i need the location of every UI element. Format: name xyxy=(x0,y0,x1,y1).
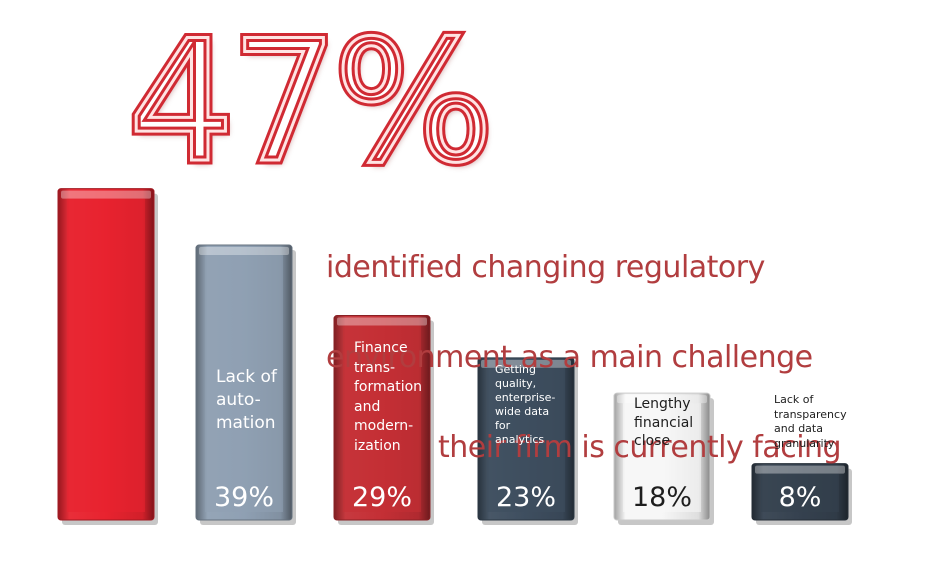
bar-value-data-quality: 23% xyxy=(495,482,556,513)
bar-label-finance-transformation: Finance trans- formation and modern- iza… xyxy=(354,340,423,454)
subtitle-line-1: identified changing regulatory xyxy=(326,250,765,285)
bar-value-financial-close: 18% xyxy=(631,482,692,513)
bar-bevel-automation xyxy=(199,247,289,256)
bar-label-financial-close: Lengthy financial close xyxy=(634,396,694,449)
bar-face-transparency xyxy=(761,473,839,512)
bar-bevel-regulatory xyxy=(61,190,151,199)
bar-face-automation xyxy=(205,255,283,513)
bar-bevel-data-quality xyxy=(481,359,571,368)
bar-face-financial-close xyxy=(623,403,701,512)
bar-bevel-finance-transformation xyxy=(337,317,427,326)
subtitle: identified changing regulatory environme… xyxy=(326,200,886,515)
bar-label-data-quality: Getting quality, enterprise- wide data f… xyxy=(495,363,556,446)
bar-bevel-financial-close xyxy=(617,395,707,404)
bar-face-finance-transformation xyxy=(343,325,421,512)
bar-value-finance-transformation: 29% xyxy=(351,482,412,513)
bar-label-transparency: Lack of transparency and data granularit… xyxy=(774,393,847,450)
bar-value-transparency: 8% xyxy=(778,482,822,513)
bar-face-data-quality xyxy=(487,367,565,512)
headline-percentage: 47% xyxy=(123,4,497,200)
bar-face-regulatory xyxy=(67,198,145,512)
bars-group xyxy=(57,188,852,526)
bar-bevel-transparency xyxy=(755,465,845,474)
subtitle-line-3: their firm is currently facing xyxy=(438,430,842,465)
bar-value-automation: 39% xyxy=(213,482,274,513)
bar-label-automation: Lack of auto- mation xyxy=(216,367,277,433)
subtitle-line-2: environment as a main challenge xyxy=(326,340,813,375)
